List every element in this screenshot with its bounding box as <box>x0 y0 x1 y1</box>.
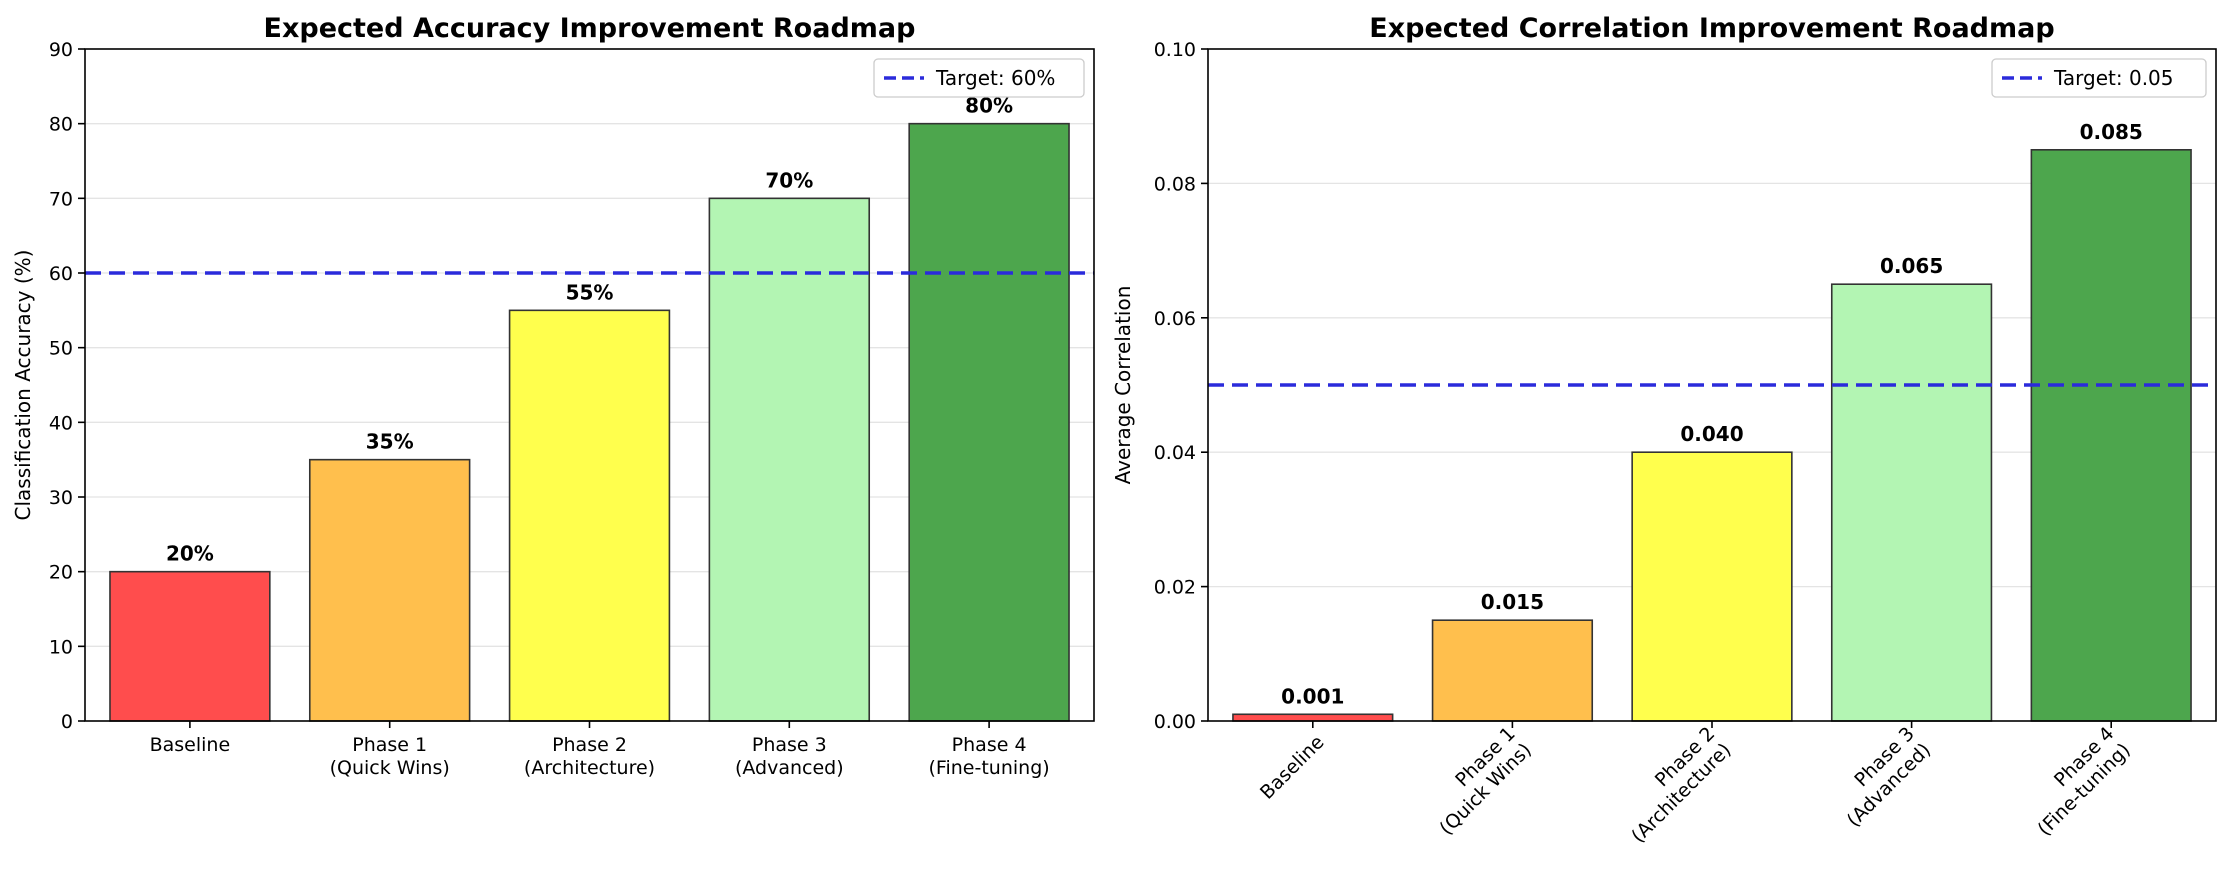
x-tick-label: Phase 1(Quick Wins) <box>1419 723 1536 840</box>
bar <box>508 309 671 722</box>
legend: Target: 0.05 <box>1991 58 2207 98</box>
correlation-chart: 0.001 0.015 0.040 0.065 0.085 0.00 0.02 0.04 0.0… <box>1111 13 2217 848</box>
y-tick-label: 0.00 <box>1154 711 1196 733</box>
y-tick-label: 0.10 <box>1154 39 1196 61</box>
chart-title: Expected Correlation Improvement Roadmap <box>1369 13 2054 44</box>
y-tick-label: 60 <box>49 263 73 285</box>
x-tick-line: Phase 4 <box>952 734 1027 756</box>
y-tick-label: 50 <box>49 338 73 360</box>
bar <box>1631 451 1793 722</box>
x-tick-line: Phase 3 <box>752 734 827 756</box>
y-tick-label: 70 <box>49 188 73 210</box>
x-tick-label: Phase 2(Architecture) <box>1611 723 1736 848</box>
bar <box>1232 713 1394 722</box>
y-tick-label: 10 <box>49 636 73 658</box>
legend-box <box>873 58 1085 98</box>
y-tick-label: 0.08 <box>1154 173 1196 195</box>
x-tick-line: Baseline <box>150 734 231 756</box>
legend-label: Target: 0.05 <box>2053 66 2174 90</box>
x-tick-label: Phase 4(Fine-tuning) <box>2017 723 2134 840</box>
bar-value-label: 0.015 <box>1481 590 1544 614</box>
bar-value-label: 70% <box>765 168 813 192</box>
y-tick-label: 0.02 <box>1154 577 1196 599</box>
bar-value-label: 0.065 <box>1880 254 1943 278</box>
bar-value-label: 80% <box>965 94 1013 118</box>
x-tick-label: Phase 4(Fine-tuning) <box>929 734 1050 779</box>
legend-box <box>1991 58 2207 98</box>
bar-value-label: 0.040 <box>1680 422 1743 446</box>
x-tick-line: (Architecture) <box>524 757 655 779</box>
bar <box>1431 619 1594 722</box>
bar <box>708 197 871 722</box>
x-tick-line: (Quick Wins) <box>330 757 450 779</box>
x-tick-label: Baseline <box>1256 731 1329 804</box>
y-axis-label: Classification Accuracy (%) <box>11 250 35 521</box>
x-tick-line: Baseline <box>1256 731 1329 804</box>
bar-value-label: 55% <box>566 280 614 304</box>
x-tick-line: (Fine-tuning) <box>929 757 1050 779</box>
y-tick-label: 80 <box>49 114 73 136</box>
x-tick-line: Phase 1 <box>352 734 427 756</box>
chart-title: Expected Accuracy Improvement Roadmap <box>264 13 916 44</box>
y-tick-label: 40 <box>49 412 73 434</box>
bar <box>308 458 471 722</box>
bar-value-label: 35% <box>366 430 414 454</box>
y-tick-label: 0.06 <box>1154 308 1196 330</box>
y-tick-label: 0.04 <box>1154 442 1196 464</box>
accuracy-chart: 20% 35% 55% 70% 80% 0 10 20 30 40 50 60 70 80 90 Baseli… <box>11 13 1095 779</box>
bar <box>109 570 271 722</box>
bar <box>1830 283 1993 722</box>
x-tick-label: Phase 3(Advanced) <box>1826 723 1935 832</box>
x-tick-label: Baseline <box>150 734 231 756</box>
bar <box>2030 149 2192 722</box>
x-tick-line: Phase 2 <box>552 734 627 756</box>
bar-value-label: 20% <box>166 542 214 566</box>
x-tick-label: Phase 2(Architecture) <box>524 734 655 779</box>
y-tick-label: 0 <box>61 711 73 733</box>
x-tick-label: Phase 3(Advanced) <box>735 734 844 779</box>
legend-label: Target: 60% <box>935 66 1055 90</box>
y-tick-label: 30 <box>49 487 73 509</box>
y-tick-label: 90 <box>49 39 73 61</box>
bar-value-label: 0.085 <box>2080 120 2143 144</box>
x-tick-line: (Advanced) <box>735 757 844 779</box>
bar-value-label: 0.001 <box>1281 684 1344 708</box>
bar <box>908 122 1070 722</box>
y-tick-label: 20 <box>49 562 73 584</box>
legend: Target: 60% <box>873 58 1085 98</box>
x-tick-label: Phase 1(Quick Wins) <box>330 734 450 779</box>
y-axis-label: Average Correlation <box>1111 286 1135 485</box>
